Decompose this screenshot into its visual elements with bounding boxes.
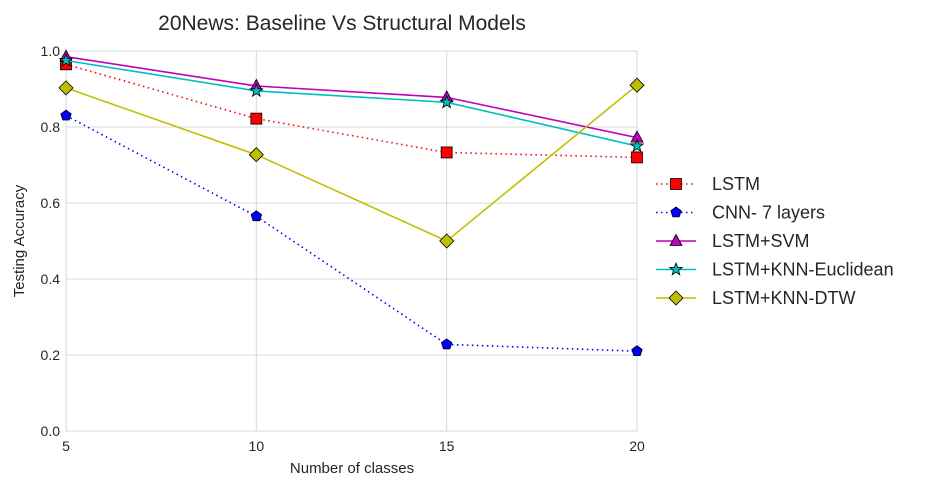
data-point: [629, 138, 645, 153]
x-tick-label: 15: [439, 438, 455, 454]
data-point: [248, 147, 264, 163]
legend-marker: [668, 290, 684, 306]
y-tick-label: 0.6: [41, 195, 61, 211]
chart-title: 20News: Baseline Vs Structural Models: [158, 12, 526, 35]
series-1: [60, 109, 643, 357]
plot-area: [65, 50, 638, 432]
y-tick-label: 0.4: [41, 271, 61, 287]
series-line: [65, 59, 638, 147]
legend-marker: [670, 178, 682, 190]
x-tick-label: 5: [62, 438, 70, 454]
x-axis-label: Number of classes: [290, 460, 414, 477]
data-point: [439, 94, 454, 109]
legend-item: LSTM: [656, 174, 760, 194]
y-axis-label: Testing Accuracy: [11, 184, 28, 297]
legend-marker: [668, 261, 684, 276]
data-point: [250, 210, 263, 222]
legend-label: LSTM: [712, 174, 760, 194]
legend-marker: [669, 233, 683, 246]
y-tick-label: 0.2: [41, 347, 61, 363]
data-point: [249, 83, 264, 98]
data-point: [439, 233, 455, 249]
legend-label: CNN- 7 layers: [712, 203, 825, 223]
legend-marker: [670, 206, 682, 218]
legend-label: LSTM+SVM: [712, 231, 810, 251]
data-point: [631, 345, 643, 357]
series-line: [65, 63, 638, 159]
x-tick-label: 20: [629, 438, 645, 454]
data-point: [60, 109, 72, 121]
data-point: [631, 151, 643, 164]
y-tick-label: 0.0: [41, 423, 61, 439]
data-point: [58, 52, 74, 67]
legend-label: LSTM+KNN-DTW: [712, 288, 856, 308]
data-point: [629, 77, 645, 93]
legend: LSTM CNN- 7 layers LSTM+SVM LSTM+KNN-Euclid…: [656, 174, 894, 308]
legend-item: LSTM+SVM: [656, 231, 810, 251]
plot-frame: [65, 50, 638, 432]
series-layer: [58, 49, 645, 357]
series-4: [58, 77, 645, 249]
legend-item: LSTM+KNN-Euclidean: [656, 260, 894, 280]
series-line: [65, 84, 638, 242]
series-line: [65, 55, 638, 139]
data-point: [58, 80, 74, 96]
x-tick-label: 10: [249, 438, 265, 454]
series-0: [60, 58, 643, 164]
legend-item: LSTM+KNN-DTW: [656, 288, 856, 308]
data-point: [440, 338, 453, 350]
data-point: [440, 146, 453, 159]
data-point: [250, 112, 263, 125]
y-tick-label: 1.0: [41, 43, 61, 59]
tick-labels: 0.0 0.2 0.4 0.6 0.8 1.0 5 10 15 20: [41, 43, 645, 454]
series-3: [58, 52, 645, 153]
y-tick-label: 0.8: [41, 119, 61, 135]
legend-item: CNN- 7 layers: [656, 203, 825, 223]
legend-label: LSTM+KNN-Euclidean: [712, 260, 894, 280]
series-line: [65, 114, 638, 352]
